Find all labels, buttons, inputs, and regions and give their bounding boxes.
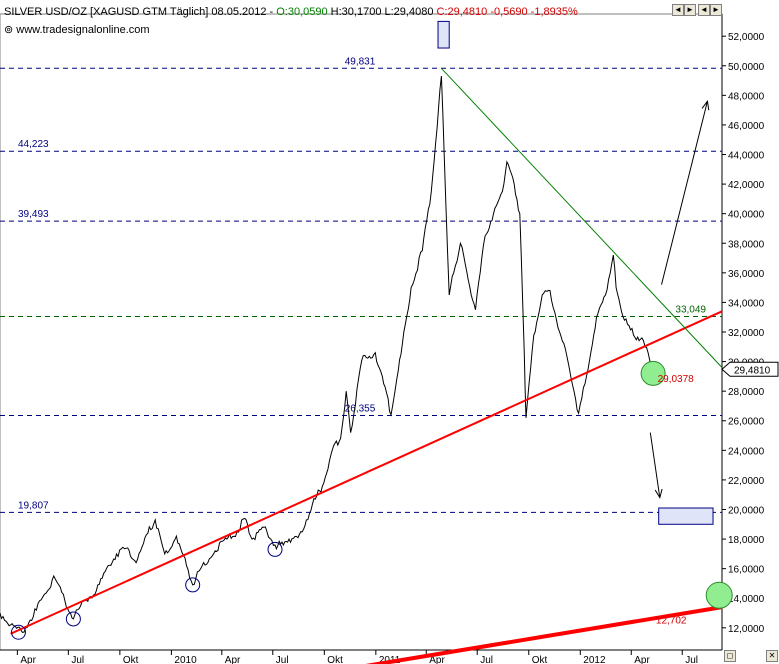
y-tick-label: 52,0000 [728, 32, 765, 43]
trend-line-long-term-support [365, 605, 723, 664]
header-open: O:30,0590 [276, 6, 328, 18]
y-tick-label: 46,0000 [728, 121, 765, 132]
y-tick-label: 36,0000 [728, 269, 765, 280]
y-tick-label: 20,0000 [728, 505, 765, 516]
x-tick-label: Okt [327, 655, 343, 664]
page-right-icon[interactable]: ► [710, 4, 722, 16]
header-close: C:29,4810 -0,5690 -1,8935% [436, 6, 578, 18]
trend-line-resistance [441, 67, 723, 368]
source-url: www.tradesignalonline.com [16, 24, 150, 36]
close-icon[interactable]: ✕ [766, 650, 778, 662]
price-line [0, 76, 653, 633]
level-label: 49,831 [345, 56, 376, 67]
annotation-label: 12,702 [656, 615, 687, 626]
x-tick-label: Okt [532, 655, 548, 664]
x-tick-label: 2010 [174, 655, 197, 664]
y-tick-label: 40,0000 [728, 210, 765, 221]
green-marker [640, 360, 666, 386]
x-tick-label: 2011 [379, 655, 401, 664]
header-high-low: H:30,1700 L:29,4080 [327, 6, 437, 18]
y-tick-label: 28,0000 [728, 387, 765, 398]
arrow-line [649, 432, 661, 498]
green-marker [705, 581, 733, 609]
x-tick-label: Okt [123, 655, 139, 664]
x-tick-label: Jul [685, 655, 698, 664]
level-label: 33,049 [675, 304, 706, 315]
chart-header: SILVER USD/OZ [XAGUSD GTM Täglich] 08.05… [4, 6, 578, 18]
scroll-right-icon[interactable]: ► [684, 4, 696, 16]
x-tick-label: Apr [20, 655, 36, 664]
y-tick-label: 18,0000 [728, 535, 765, 546]
target-box [437, 20, 450, 49]
y-tick-label: 26,0000 [728, 417, 765, 428]
touch-point-marker [267, 541, 283, 557]
y-tick-label: 24,0000 [728, 446, 765, 457]
y-tick-label: 42,0000 [728, 180, 765, 191]
current-price-tag [721, 361, 779, 377]
touch-point-marker [65, 611, 81, 627]
y-tick-label: 14,0000 [728, 594, 765, 605]
source-line: ⊚ www.tradesignalonline.com [4, 23, 150, 36]
x-tick-label: Apr [429, 655, 445, 664]
y-tick-label: 34,0000 [728, 298, 765, 309]
arrow-head [701, 100, 710, 111]
y-tick-label: 38,0000 [728, 239, 765, 250]
x-tick-label: Jul [276, 655, 289, 664]
y-tick-label: 48,0000 [728, 91, 765, 102]
current-price-label: 29,4810 [734, 365, 771, 376]
page-left-icon[interactable]: ◄ [698, 4, 710, 16]
trend-line-support [10, 310, 723, 635]
level-label: 19,807 [18, 500, 49, 511]
level-label: 39,493 [18, 209, 49, 220]
touch-point-marker [185, 577, 201, 593]
globe-icon: ⊚ [4, 24, 14, 36]
header-symbol: SILVER USD/OZ [XAGUSD GTM Täglich] 08.05… [4, 6, 277, 18]
level-label: 44,223 [18, 139, 49, 150]
arrow-head [654, 488, 663, 499]
arrow-line [661, 101, 708, 285]
touch-point-marker [10, 624, 26, 640]
scroll-left-icon[interactable]: ◄ [672, 4, 684, 16]
y-tick-label: 32,0000 [728, 328, 765, 339]
resize-icon[interactable]: ◻ [724, 650, 736, 662]
y-tick-label: 16,0000 [728, 565, 765, 576]
annotation-label: 29,0378 [658, 374, 695, 385]
y-tick-label: 12,0000 [728, 624, 765, 635]
x-tick-label: Jul [480, 655, 493, 664]
y-tick-label: 50,0000 [728, 62, 765, 73]
target-box [658, 507, 714, 525]
x-tick-label: Apr [225, 655, 241, 664]
y-tick-label: 22,0000 [728, 476, 765, 487]
x-tick-label: 2012 [583, 655, 606, 664]
x-tick-label: Apr [634, 655, 650, 664]
y-tick-label: 44,0000 [728, 151, 765, 162]
x-tick-label: Jul [71, 655, 84, 664]
level-label: 26,355 [345, 403, 376, 414]
plot-area [0, 13, 723, 651]
